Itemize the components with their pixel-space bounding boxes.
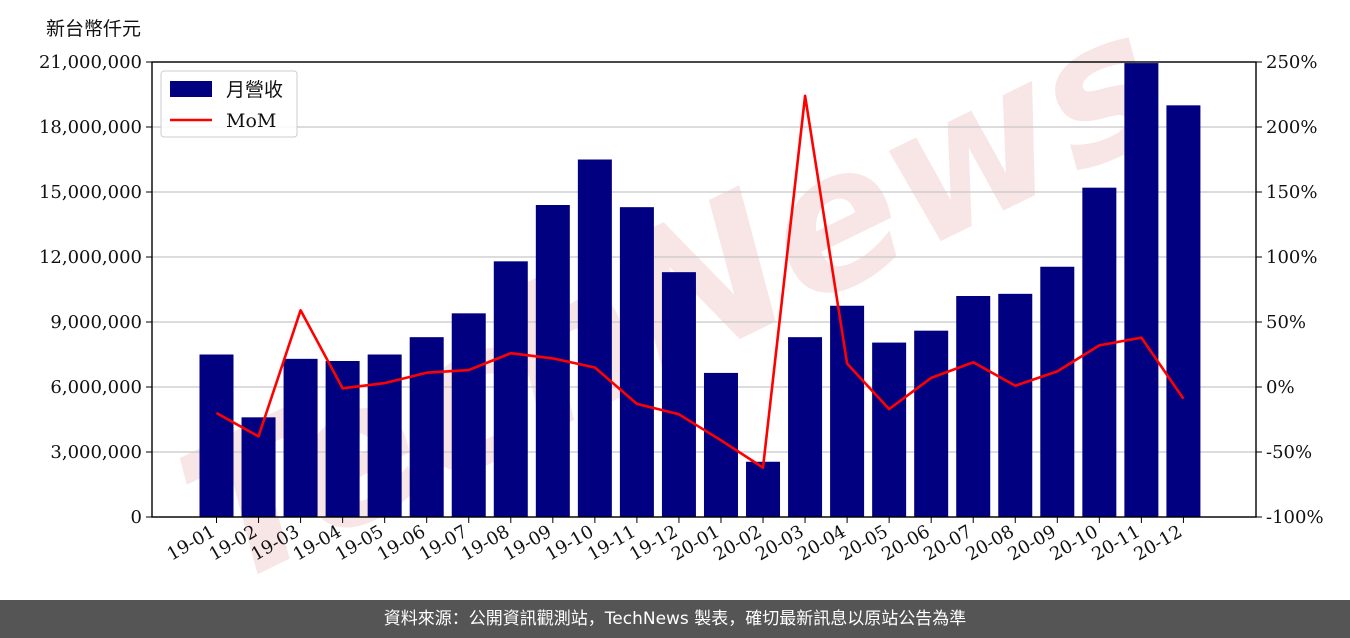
right-tick-label: 0% bbox=[1266, 377, 1295, 398]
revenue-bar bbox=[872, 342, 907, 517]
revenue-bar bbox=[830, 305, 865, 517]
revenue-bar bbox=[577, 159, 612, 517]
right-tick-label: -50% bbox=[1266, 442, 1312, 463]
left-tick-label: 3,000,000 bbox=[50, 442, 142, 463]
right-tick-label: 250% bbox=[1266, 52, 1317, 73]
unit-label: 新台幣仟元 bbox=[46, 18, 142, 40]
legend: 月營收 MoM bbox=[160, 70, 298, 138]
x-tick-label: 20-12 bbox=[1130, 521, 1185, 565]
revenue-bar bbox=[283, 358, 318, 517]
revenue-bar bbox=[703, 372, 738, 517]
revenue-bar bbox=[998, 293, 1033, 517]
legend-bar-label: 月營收 bbox=[226, 79, 283, 101]
revenue-bar bbox=[1040, 266, 1075, 517]
revenue-bar bbox=[746, 461, 781, 517]
right-tick-label: 50% bbox=[1266, 312, 1306, 333]
legend-bar-swatch bbox=[170, 81, 212, 97]
revenue-bar bbox=[914, 330, 949, 517]
source-footer: 資料來源：公開資訊觀測站，TechNews 製表，確切最新訊息以原站公告為準 bbox=[0, 600, 1350, 638]
revenue-bar bbox=[493, 261, 528, 517]
left-tick-label: 6,000,000 bbox=[50, 377, 142, 398]
left-tick-label: 15,000,000 bbox=[39, 182, 142, 203]
left-tick-label: 12,000,000 bbox=[39, 247, 142, 268]
right-tick-label: 150% bbox=[1266, 182, 1317, 203]
left-y-axis: 0 3,000,000 6,000,000 9,000,000 12,000,000 15… bbox=[39, 52, 152, 528]
left-tick-label: 18,000,000 bbox=[39, 117, 142, 138]
right-tick-label: 100% bbox=[1266, 247, 1317, 268]
revenue-bar bbox=[661, 272, 696, 517]
left-tick-label: 21,000,000 bbox=[39, 52, 142, 73]
right-tick-label: 200% bbox=[1266, 117, 1317, 138]
revenue-chart: TechNews 03,000,0006,000,0009,000,00012,… bbox=[39, 0, 1324, 600]
left-tick-label: 0 bbox=[131, 507, 142, 528]
revenue-bar bbox=[325, 361, 360, 517]
revenue-bar bbox=[956, 296, 991, 517]
right-tick-label: -100% bbox=[1266, 507, 1324, 528]
revenue-bar bbox=[409, 337, 444, 517]
mom-line-series bbox=[215, 94, 1185, 469]
revenue-bar bbox=[788, 337, 823, 517]
revenue-bar bbox=[1166, 105, 1201, 517]
plot-frame bbox=[151, 61, 1257, 518]
revenue-bar bbox=[1124, 63, 1159, 517]
revenue-bar bbox=[199, 354, 234, 517]
legend-line-label: MoM bbox=[226, 110, 276, 132]
revenue-bar bbox=[451, 313, 486, 517]
mom-line bbox=[215, 94, 1185, 469]
revenue-bar bbox=[619, 207, 654, 517]
left-tick-label: 9,000,000 bbox=[50, 312, 142, 333]
right-y-axis: -100% -50% 0% 50% 100% 150% 200% 250% bbox=[1256, 52, 1324, 528]
